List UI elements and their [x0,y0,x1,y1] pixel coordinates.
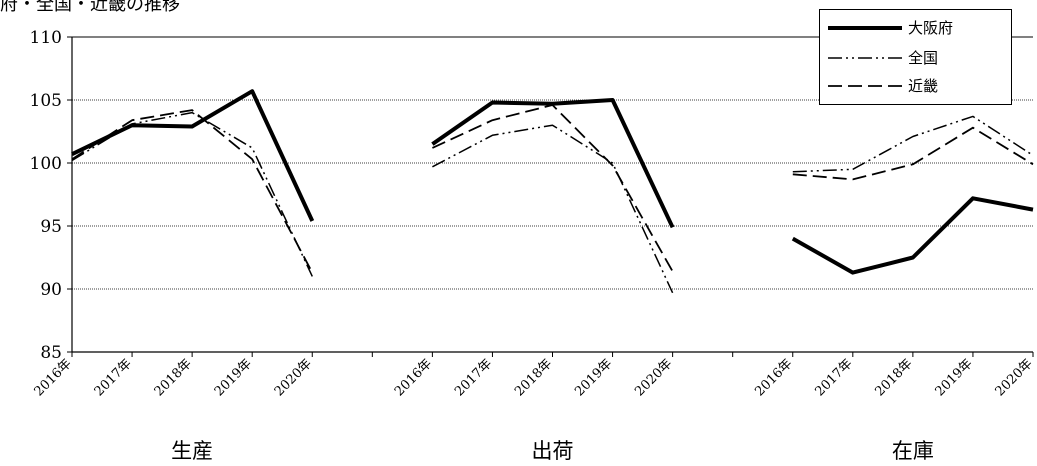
legend-label: 大阪府 [908,19,954,37]
series-line [792,126,1034,181]
x-tick-label: 2016年 [752,356,795,399]
y-tick-label: 110 [30,28,62,48]
y-tick-label: 85 [40,343,62,363]
series-line [432,124,674,294]
x-tick-label: 2020年 [993,356,1036,399]
legend-item-national: 全国 [820,46,1011,70]
series-line [71,109,314,274]
x-tick-label: 2019年 [572,356,615,399]
legend-swatch-dashdot [828,57,902,59]
chart-title: 府・全国・近畿の推移 [0,0,180,15]
legend-swatch-dashed [828,85,902,87]
series-line [71,111,313,277]
panel-label: 生産 [171,439,213,463]
gridlines [72,99,1033,290]
x-tick-label: 2020年 [272,356,315,399]
series-line [432,104,674,272]
panel-label: 在庫 [892,439,934,463]
x-tick-label: 2016年 [392,356,435,399]
x-tick-label: 2019年 [212,356,255,399]
x-tick-label: 2020年 [632,356,675,399]
legend-label: 全国 [908,49,939,67]
legend-swatch-solid [828,26,902,30]
legend-label: 近畿 [908,77,939,95]
legend-item-kinki: 近畿 [820,74,1011,98]
x-tick-label: 2018年 [873,356,916,399]
x-tick-label: 2018年 [512,356,555,399]
series-lines [71,89,1034,294]
panel-label: 出荷 [532,439,574,463]
x-tick-label: 2019年 [933,356,976,399]
x-tick-label: 2018年 [152,356,195,399]
legend-item-osaka: 大阪府 [820,16,1011,40]
series-line [792,115,1034,173]
y-tick-label: 90 [40,280,62,300]
y-tick-labels: 85 90 95 100 105 110 [30,28,62,363]
x-tick-labels: 2016年 2017年 2018年 2019年 2020年 2016年 2017年 2018年… [32,356,1036,399]
x-tick-label: 2017年 [812,356,855,399]
series-line [431,98,675,229]
x-tick-label: 2017年 [92,356,135,399]
series-line [71,89,315,222]
x-tick-label: 2017年 [452,356,495,399]
legend: 大阪府 全国 近畿 [819,9,1012,105]
y-tick-label: 100 [30,154,62,174]
panel-labels: 生産 出荷 在庫 [171,439,934,463]
y-tick-label: 105 [30,91,62,111]
y-tick-label: 95 [40,217,62,237]
series-line [791,196,1034,275]
